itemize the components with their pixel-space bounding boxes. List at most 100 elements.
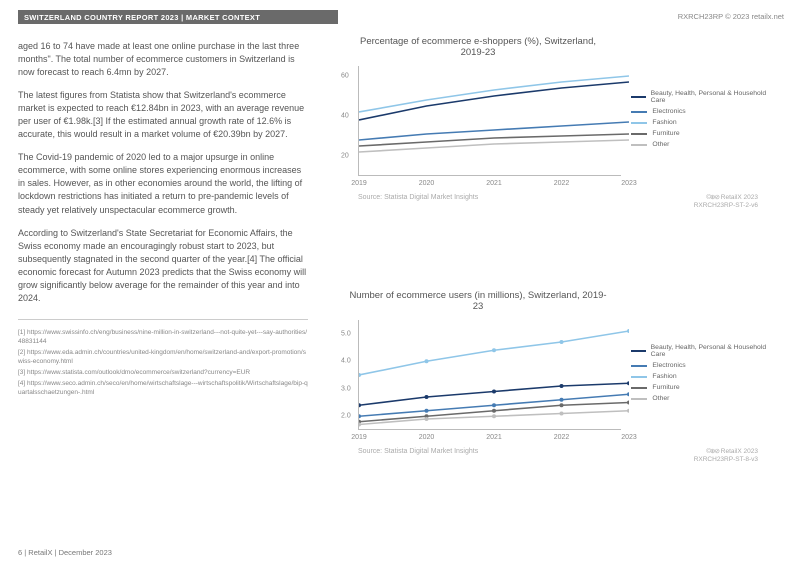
reference-item: [4] https://www.seco.admin.ch/seco/en/ho… <box>18 379 308 397</box>
legend-label: Beauty, Health, Personal & Household Car… <box>651 344 768 358</box>
legend-item: Furniture <box>631 384 768 391</box>
y-axis-tick: 5.0 <box>341 330 351 337</box>
legend-label: Electronics <box>652 362 685 369</box>
chart-marker <box>359 403 361 407</box>
y-axis-tick: 40 <box>341 113 349 120</box>
y-axis-tick: 20 <box>341 153 349 160</box>
chart-marker <box>425 409 429 413</box>
paragraph: aged 16 to 74 have made at least one onl… <box>18 40 308 79</box>
chart-plot-area: 2.03.04.05.020192020202120222023 <box>358 320 621 430</box>
header-bar: SWITZERLAND COUNTRY REPORT 2023 | MARKET… <box>18 10 338 24</box>
chart-marker <box>627 329 629 333</box>
legend-swatch <box>631 96 645 98</box>
legend-swatch <box>631 122 647 124</box>
chart-attribution: ©⊕⊘ RetailX 2023 RXRCH23RP-ST-8-v3 <box>694 448 758 465</box>
chart-marker <box>492 390 496 394</box>
legend-swatch <box>631 133 647 135</box>
legend-item: Other <box>631 141 768 148</box>
x-axis-tick: 2020 <box>419 434 435 441</box>
x-axis-tick: 2021 <box>486 180 502 187</box>
x-axis-tick: 2022 <box>554 180 570 187</box>
chart-marker <box>560 412 564 416</box>
y-axis-tick: 3.0 <box>341 385 351 392</box>
legend-label: Fashion <box>652 119 676 126</box>
y-axis-tick: 4.0 <box>341 358 351 365</box>
x-axis-tick: 2020 <box>419 180 435 187</box>
chart-marker <box>627 409 629 413</box>
chart-marker <box>560 384 564 388</box>
legend-item: Beauty, Health, Personal & Household Car… <box>631 344 768 358</box>
legend-item: Furniture <box>631 130 768 137</box>
chart-marker <box>560 398 564 402</box>
legend-item: Electronics <box>631 108 768 115</box>
chart-marker <box>359 414 361 418</box>
chart-percentage-eshoppers: Percentage of ecommerce e-shoppers (%), … <box>338 36 768 211</box>
legend-swatch <box>631 144 647 146</box>
chart-marker <box>560 340 564 344</box>
chart-marker <box>560 403 564 407</box>
chart-marker <box>492 348 496 352</box>
chart-line <box>359 82 629 120</box>
attr-code: RXRCH23RP-ST-2-v6 <box>694 202 758 209</box>
chart-marker <box>425 359 429 363</box>
legend-swatch <box>631 365 647 367</box>
header-rights: RXRCH23RP © 2023 retailx.net <box>678 12 784 21</box>
chart-title: Percentage of ecommerce e-shoppers (%), … <box>348 36 608 58</box>
chart-marker <box>359 373 361 377</box>
x-axis-tick: 2019 <box>351 180 367 187</box>
reference-item: [2] https://www.eda.admin.ch/countries/u… <box>18 348 308 366</box>
attr-text: RetailX 2023 <box>721 448 758 455</box>
chart-line <box>359 383 629 405</box>
chart-source: Source: Statista Digital Market Insights <box>358 194 478 211</box>
legend-item: Other <box>631 395 768 402</box>
chart-title: Number of ecommerce users (in millions),… <box>348 290 608 312</box>
x-axis-tick: 2021 <box>486 434 502 441</box>
body-text-column: aged 16 to 74 have made at least one onl… <box>18 40 308 400</box>
chart-line <box>359 76 629 112</box>
y-axis-tick: 2.0 <box>341 413 351 420</box>
legend-item: Fashion <box>631 119 768 126</box>
legend-label: Other <box>652 395 669 402</box>
chart-legend: Beauty, Health, Personal & Household Car… <box>621 66 768 176</box>
chart-marker <box>492 409 496 413</box>
chart-line <box>359 140 629 152</box>
chart-marker <box>492 403 496 407</box>
attr-text: RetailX 2023 <box>721 194 758 201</box>
header-title: SWITZERLAND COUNTRY REPORT 2023 | MARKET… <box>24 13 260 22</box>
y-axis-tick: 60 <box>341 73 349 80</box>
chart-marker <box>627 401 629 405</box>
x-axis-tick: 2022 <box>554 434 570 441</box>
legend-label: Beauty, Health, Personal & Household Car… <box>651 90 768 104</box>
chart-marker <box>492 414 496 418</box>
paragraph: The Covid-19 pandemic of 2020 led to a m… <box>18 151 308 216</box>
legend-label: Electronics <box>652 108 685 115</box>
legend-swatch <box>631 387 647 389</box>
legend-swatch <box>631 350 645 352</box>
legend-label: Furniture <box>652 384 679 391</box>
x-axis-tick: 2023 <box>621 434 637 441</box>
chart-marker <box>627 381 629 385</box>
paragraph: The latest figures from Statista show th… <box>18 89 308 141</box>
legend-swatch <box>631 376 647 378</box>
legend-item: Fashion <box>631 373 768 380</box>
chart-marker <box>359 423 361 427</box>
legend-item: Beauty, Health, Personal & Household Car… <box>631 90 768 104</box>
chart-marker <box>627 392 629 396</box>
attr-code: RXRCH23RP-ST-8-v3 <box>694 456 758 463</box>
reference-item: [1] https://www.swissinfo.ch/eng/busines… <box>18 328 308 346</box>
chart-number-users: Number of ecommerce users (in millions),… <box>338 290 768 465</box>
legend-label: Fashion <box>652 373 676 380</box>
legend-swatch <box>631 111 647 113</box>
legend-swatch <box>631 398 647 400</box>
chart-legend: Beauty, Health, Personal & Household Car… <box>621 320 768 430</box>
chart-marker <box>425 417 429 421</box>
references: [1] https://www.swissinfo.ch/eng/busines… <box>18 319 308 398</box>
reference-item: [3] https://www.statista.com/outlook/dmo… <box>18 368 308 377</box>
cc-icons: ©⊕⊘ <box>706 448 719 455</box>
chart-marker <box>425 395 429 399</box>
chart-source: Source: Statista Digital Market Insights <box>358 448 478 465</box>
page-footer: 6 | RetailX | December 2023 <box>18 548 112 557</box>
chart-line <box>359 331 629 375</box>
paragraph: According to Switzerland's State Secreta… <box>18 227 308 305</box>
legend-item: Electronics <box>631 362 768 369</box>
